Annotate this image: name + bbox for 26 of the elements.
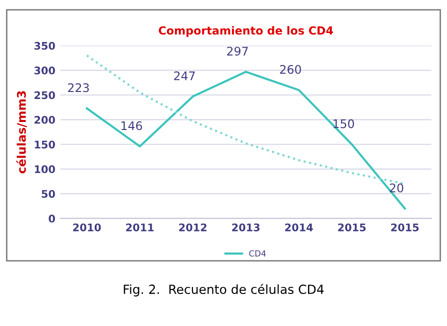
data-label: 223 [68, 83, 89, 92]
data-label: 297 [227, 46, 248, 56]
x-tick-label: 2013 [232, 223, 260, 232]
y-tick-label: 300 [34, 66, 55, 74]
caption: Fig. 2. Recuento de células CD4 [124, 284, 324, 296]
data-label: 247 [174, 71, 195, 80]
y-tick-label: 100 [34, 165, 55, 174]
y-tick-label: 200 [34, 116, 55, 124]
data-label: 20 [390, 183, 404, 192]
x-tick-label: 2011 [126, 223, 154, 232]
x-tick-label: 2012 [179, 223, 206, 232]
x-tick-label: 2010 [73, 223, 101, 232]
y-axis-title: células/mm3 [16, 91, 27, 174]
x-tick-label: 2015 [338, 223, 366, 232]
y-tick-label: 150 [34, 140, 55, 148]
data-label: 146 [122, 121, 142, 130]
data-label: 150 [334, 119, 354, 128]
x-tick-label: 2014 [285, 223, 313, 232]
y-tick-label: 250 [34, 91, 55, 100]
x-tick-label: 2015 [391, 223, 419, 232]
y-tick-label: 50 [42, 190, 55, 198]
y-tick-label: 350 [34, 42, 55, 50]
legend-label: CD4 [249, 250, 266, 257]
y-tick-label: 0 [48, 214, 55, 223]
chart-title: Comportamiento de los CD4 [158, 26, 333, 37]
data-label: 260 [280, 64, 301, 74]
